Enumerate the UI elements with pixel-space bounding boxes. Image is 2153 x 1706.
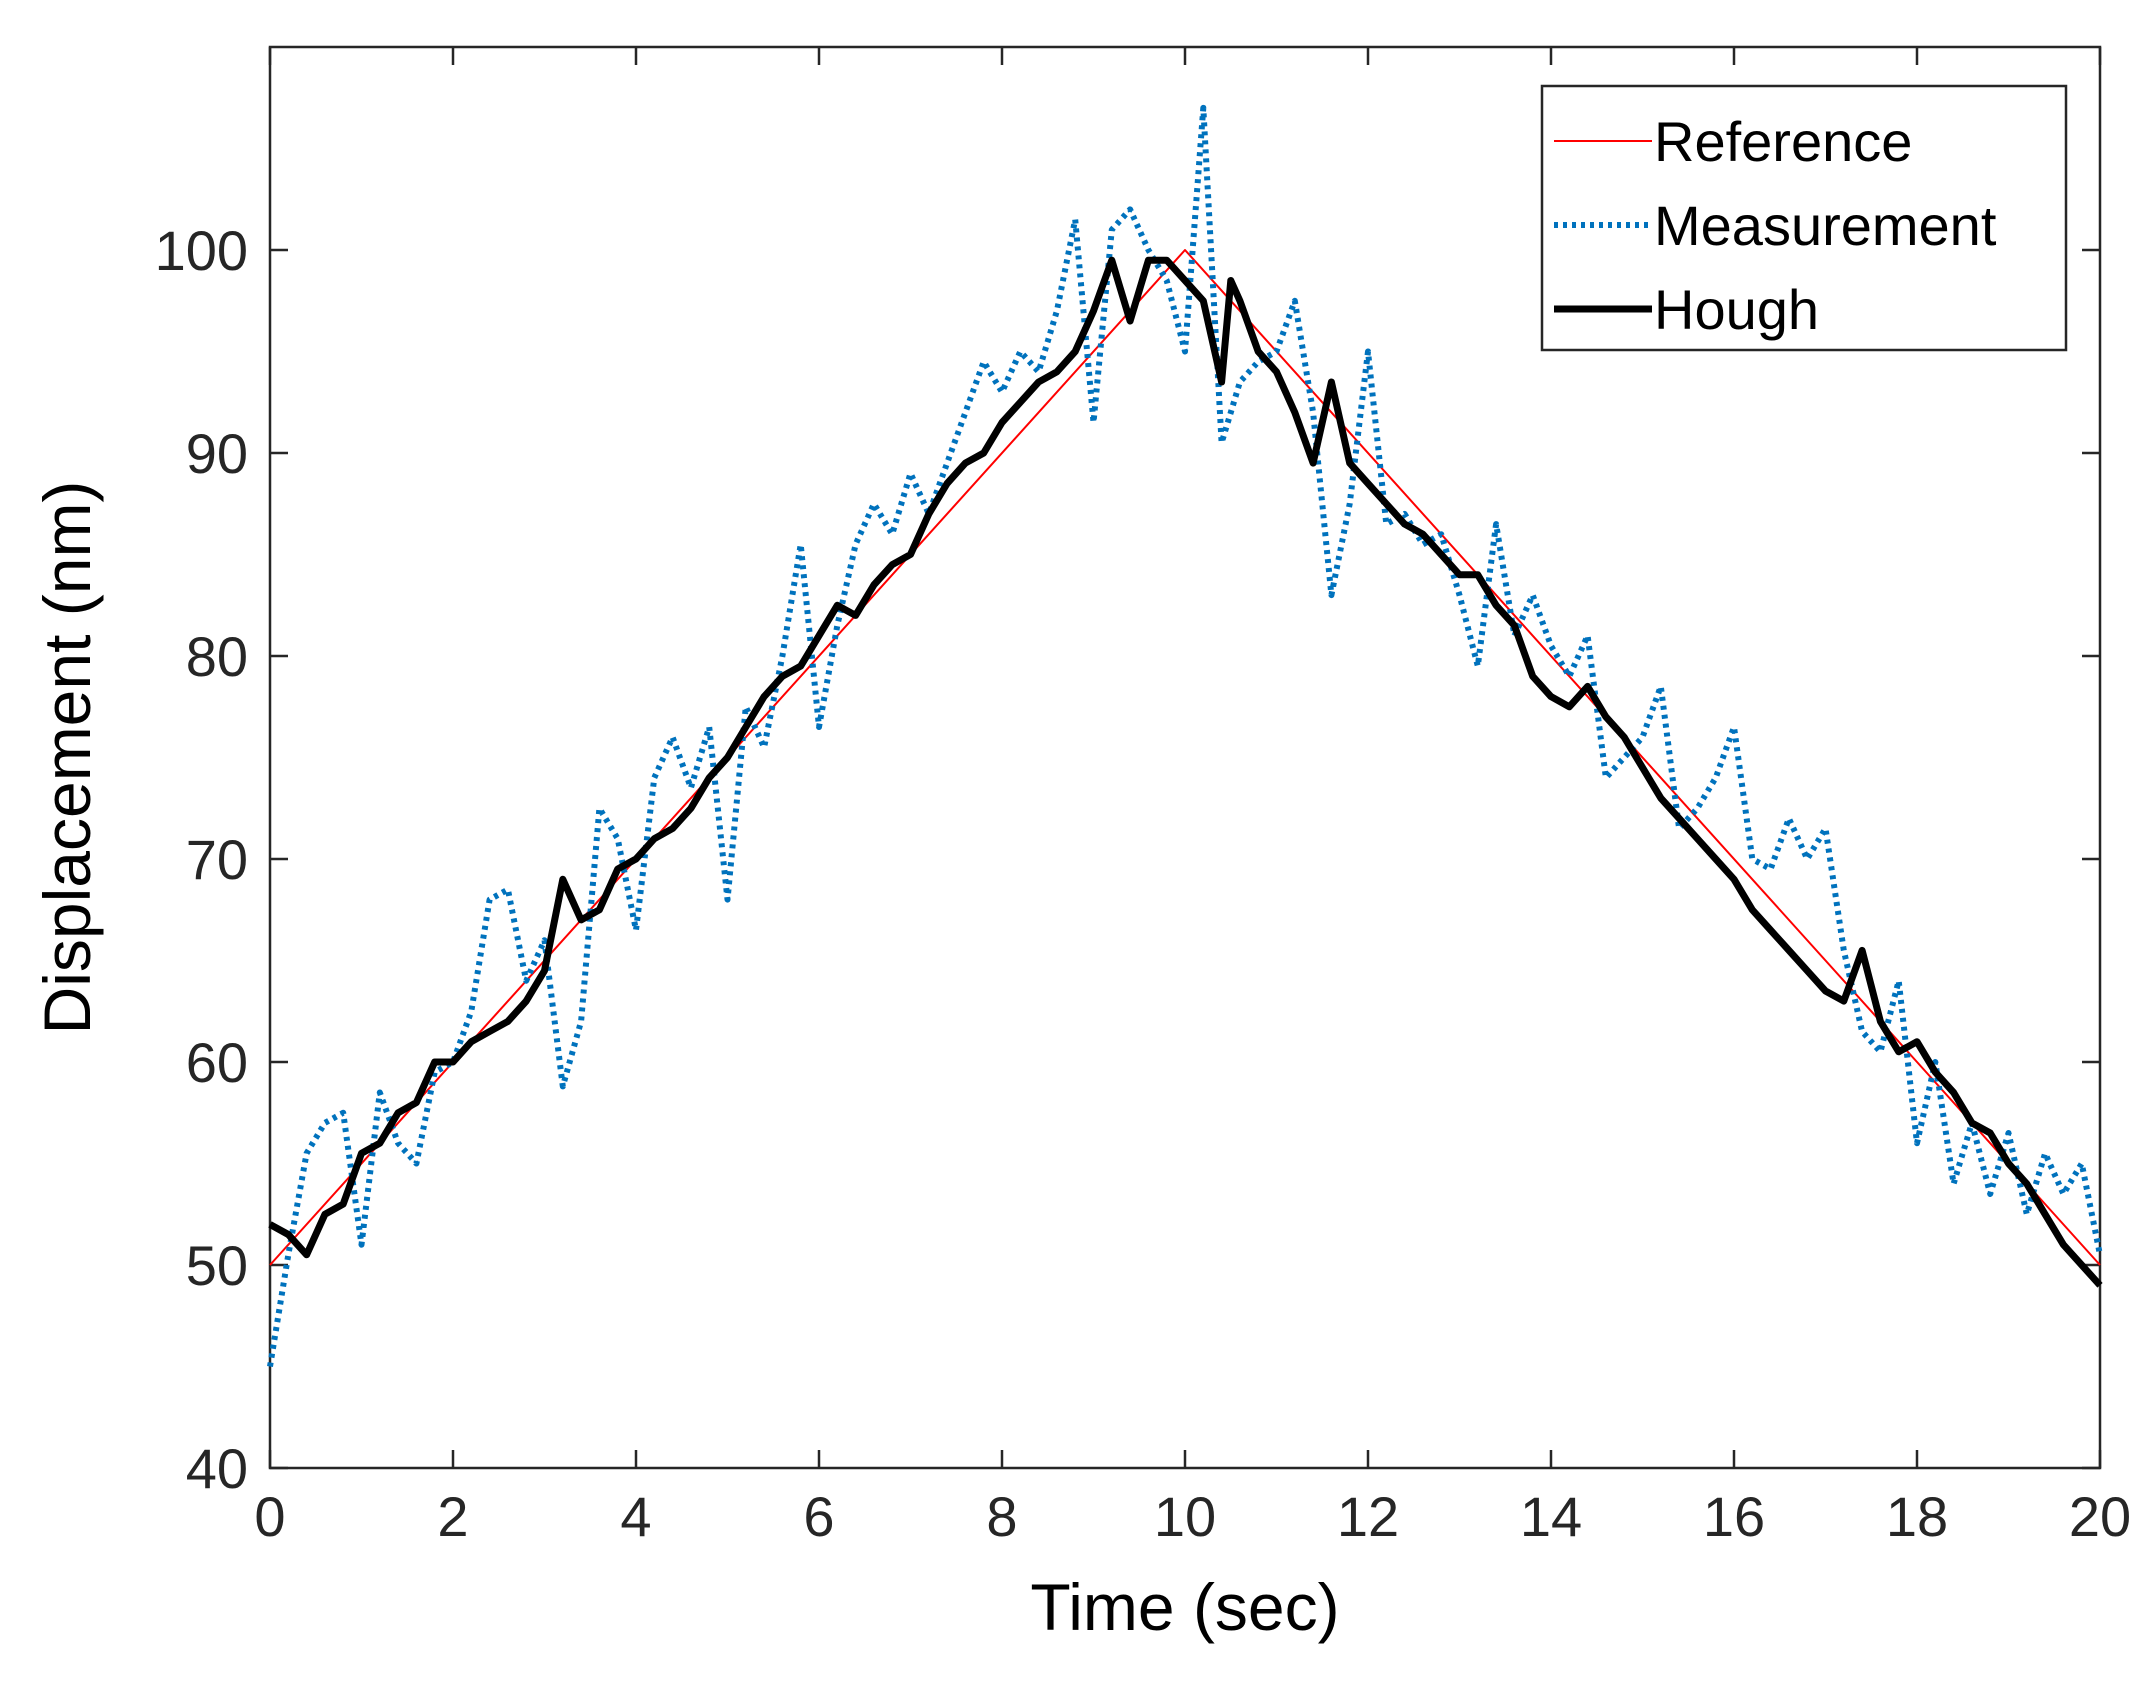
x-tick-label: 20: [2069, 1485, 2131, 1548]
x-tick-label: 8: [986, 1485, 1017, 1548]
y-tick-label: 80: [186, 625, 248, 688]
x-tick-label: 4: [620, 1485, 651, 1548]
y-tick-label: 40: [186, 1437, 248, 1500]
legend-label-measurement: Measurement: [1654, 194, 1997, 257]
x-tick-label: 2: [437, 1485, 468, 1548]
y-tick-label: 90: [186, 422, 248, 485]
x-tick-label: 0: [254, 1485, 285, 1548]
y-tick-label: 100: [155, 219, 248, 282]
legend-label-reference: Reference: [1654, 110, 1912, 173]
x-tick-label: 6: [803, 1485, 834, 1548]
x-tick-label: 10: [1154, 1485, 1216, 1548]
y-tick-label: 70: [186, 828, 248, 891]
series-layer: [267, 104, 2103, 1367]
x-tick-label: 14: [1520, 1485, 1582, 1548]
legend-label-hough: Hough: [1654, 278, 1819, 341]
x-tick-label: 12: [1337, 1485, 1399, 1548]
x-axis-title: Time (sec): [1030, 1570, 1339, 1644]
x-axis: 0 2 4 6 8 10 12 14 16 18 20: [254, 47, 2131, 1548]
x-tick-label: 16: [1703, 1485, 1765, 1548]
series-line-reference: [269, 249, 2101, 1266]
legend: Reference Measurement Hough: [1540, 84, 2068, 352]
series-line-hough: [268, 256, 2103, 1288]
y-tick-label: 60: [186, 1031, 248, 1094]
y-tick-label: 50: [186, 1234, 248, 1297]
y-axis-title: Displacement (nm): [30, 481, 104, 1035]
x-tick-label: 18: [1886, 1485, 1948, 1548]
y-axis: 40 50 60 70 80 90 100: [155, 219, 2100, 1500]
